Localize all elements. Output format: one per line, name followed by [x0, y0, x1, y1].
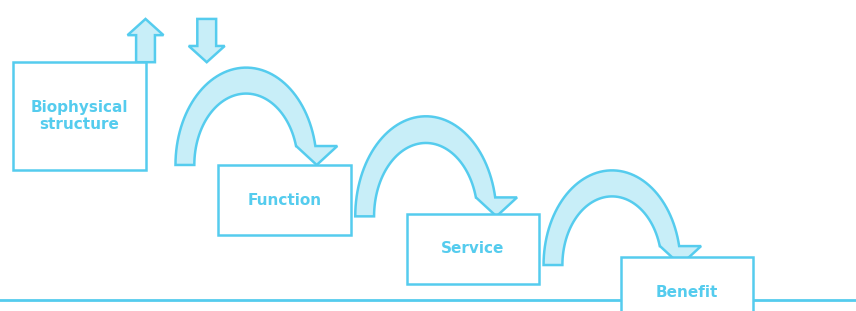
Polygon shape	[175, 67, 337, 165]
Bar	[407, 214, 539, 284]
Polygon shape	[128, 19, 163, 62]
Polygon shape	[544, 170, 701, 265]
Text: Benefit: Benefit	[656, 285, 718, 299]
Bar	[218, 165, 351, 235]
Text: Function: Function	[247, 193, 322, 208]
Polygon shape	[355, 116, 517, 216]
Bar	[621, 257, 753, 311]
Bar	[13, 62, 146, 170]
Polygon shape	[188, 19, 224, 62]
Text: Biophysical
structure: Biophysical structure	[31, 100, 128, 132]
Text: Service: Service	[441, 241, 505, 256]
